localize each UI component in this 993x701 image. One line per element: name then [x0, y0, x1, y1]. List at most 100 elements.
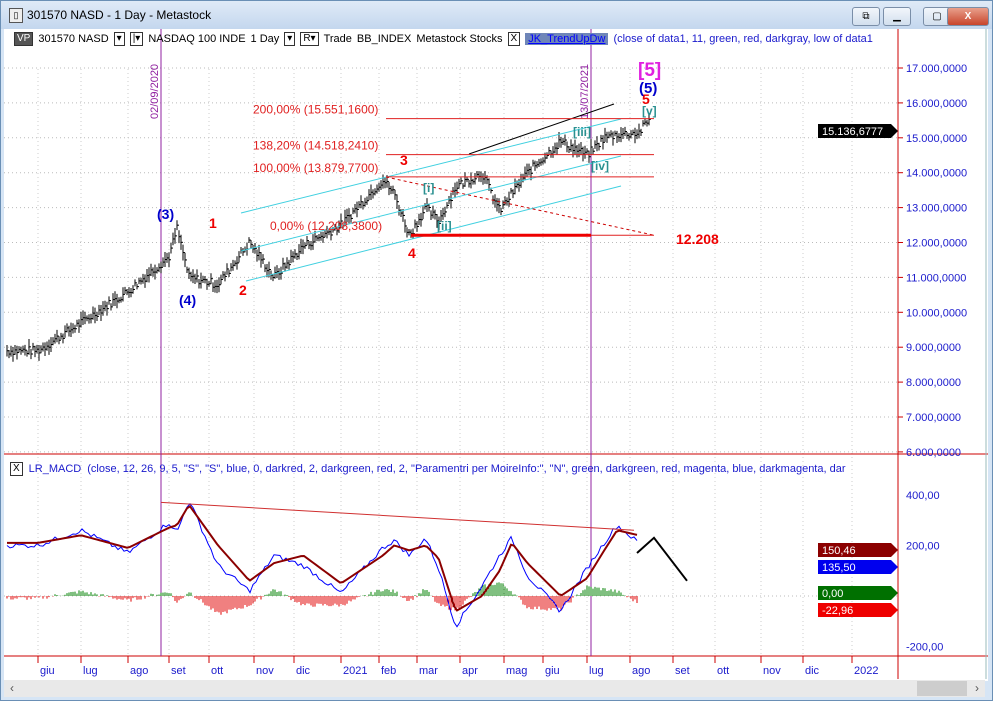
y-tick-label: 17.000,0000	[906, 63, 967, 75]
horizontal-scrollbar[interactable]: ‹ ›	[4, 680, 985, 697]
macd-line	[6, 502, 638, 628]
wave-label: [iv]	[591, 159, 609, 173]
x-tick-label: ott	[717, 665, 729, 677]
macd-signal-tag-bg	[818, 543, 898, 557]
chart-area[interactable]: 17.000,0000 1 6.000,0000 15.000,0000 14.000,…	[4, 29, 988, 681]
hist-zero-tag-bg	[818, 586, 898, 600]
scroll-thumb[interactable]	[917, 681, 967, 696]
support-value: 12.208	[676, 231, 719, 247]
remove-macd-button[interactable]: X	[10, 462, 23, 476]
r-label: R	[303, 33, 311, 44]
vp-button[interactable]: VP	[14, 32, 34, 46]
chart-toolbar: VP 301570 NASD ▾ |▾ NASDAQ 100 INDE 1 Da…	[14, 31, 873, 47]
date-vline-label: 13/07/2021	[579, 64, 591, 119]
macd-trendline	[160, 501, 635, 531]
x-tick-label: feb	[381, 665, 396, 677]
title-bar: ▯ 301570 NASD - 1 Day - Metastock ⧉ ▁ ▢ …	[1, 1, 992, 29]
minimize-button[interactable]: ▁	[883, 7, 911, 26]
restore-window-button[interactable]: ⧉	[852, 7, 880, 26]
x-tick-label: giu	[40, 665, 55, 677]
wave-label: [5]	[638, 60, 661, 81]
trend-line	[468, 103, 615, 155]
close-button[interactable]: X	[947, 7, 989, 26]
macd-y-tick-label: -200,00	[906, 642, 943, 654]
window-title: 301570 NASD - 1 Day - Metastock	[27, 8, 212, 22]
y-tick-label: 10.000,0000	[906, 307, 967, 319]
x-tick-label: lug	[83, 665, 98, 677]
wave-label: [ii]	[437, 219, 452, 233]
x-tick-label: set	[171, 665, 186, 677]
fib-level-label: 100,00% (13.879,7700)	[253, 161, 378, 175]
macd-value-tag-bg	[818, 560, 898, 574]
wave-label: (4)	[179, 292, 196, 308]
wave-label: 4	[408, 245, 416, 261]
period-dropdown[interactable]: ▾	[284, 32, 296, 46]
last-price-tag-bg	[818, 124, 898, 138]
period-label: 1 Day	[250, 33, 280, 45]
y-tick-label: 11.000,0000	[906, 272, 966, 284]
r-dropdown[interactable]: R▾	[300, 32, 319, 46]
x-tick-label: apr	[462, 665, 478, 677]
remove-indicator-button[interactable]: X	[507, 32, 521, 46]
wave-label: [v]	[642, 104, 657, 118]
hist-value-tag-bg	[818, 603, 898, 617]
fib-level-label: 138,20% (14.518,2410)	[253, 139, 378, 153]
wave-label: 3	[400, 152, 408, 168]
x-tick-label: nov	[256, 665, 274, 677]
chart-canvas[interactable]: 17.000,0000 1 6.000,0000 15.000,0000 14.000,…	[4, 29, 988, 681]
fib-level-label: 200,00% (15.551,1600)	[253, 103, 378, 117]
macd-header: X LR_MACD (close, 12, 26, 9, 5, "S", "S"…	[10, 462, 846, 476]
trade-label: Trade	[323, 33, 352, 45]
wave-label: 5	[642, 91, 650, 107]
index-name: NASDAQ 100 INDE	[148, 33, 246, 45]
y-tick-label: 7.000,0000	[906, 412, 961, 424]
x-tick-label: nov	[763, 665, 781, 677]
fib-level-label: 0,00% (12.208,3800)	[270, 219, 382, 233]
wave-label: (3)	[157, 206, 174, 222]
x-tick-label: ago	[632, 665, 650, 677]
wave-label: [iii]	[573, 125, 591, 139]
macd-y-tick-label: 200,00	[906, 540, 940, 552]
x-tick-label: 2022	[854, 665, 878, 677]
macd-signal-line	[7, 504, 638, 612]
x-tick-label: ago	[130, 665, 148, 677]
indicator-params: (close of data1, 11, green, red, darkgra…	[613, 33, 873, 45]
x-tick-label: lug	[589, 665, 604, 677]
wave-label: [i]	[423, 181, 434, 195]
wave-label: 1	[209, 215, 217, 231]
scroll-right-icon[interactable]: ›	[975, 681, 979, 695]
symbol-label: 301570 NASD	[38, 33, 109, 45]
symbol-dropdown[interactable]: ▾	[113, 32, 125, 46]
source-label: Metastock Stocks	[416, 33, 503, 45]
wave-label: (5)	[639, 80, 657, 97]
exchange-label: BB_INDEX	[356, 33, 412, 45]
indicator-link[interactable]: JK_TrendUpDw	[525, 33, 609, 45]
y-tick-label: 6.000,0000	[906, 447, 961, 459]
y-tick-label: 13.000,0000	[906, 203, 967, 215]
x-tick-label: dic	[805, 665, 820, 677]
hist-value-tag: -22,96	[822, 605, 853, 617]
x-tick-label: mag	[506, 665, 527, 677]
x-tick-label: mar	[419, 665, 438, 677]
macd-value-tag: 135,50	[822, 562, 856, 574]
y-tick-label: 8.000,0000	[906, 377, 961, 389]
x-tick-label: dic	[296, 665, 311, 677]
x-tick-label: 2021	[343, 665, 367, 677]
wave-label: 2	[239, 282, 247, 298]
channel-line	[240, 118, 622, 214]
x-tick-label: ott	[211, 665, 223, 677]
scroll-left-icon[interactable]: ‹	[10, 681, 14, 695]
index-dropdown[interactable]: |▾	[129, 32, 144, 46]
y-tick-label: 14.000,0000	[906, 168, 967, 180]
macd-params: (close, 12, 26, 9, 5, "S", "S", blue, 0,…	[87, 463, 846, 475]
date-vline-label: 02/09/2020	[149, 64, 161, 119]
app-icon: ▯	[9, 8, 23, 23]
macd-signal-tag: 150,46	[822, 545, 856, 557]
macd-y-tick-label: 400,00	[906, 490, 940, 502]
y-tick-label: 15.000,0000	[906, 133, 967, 145]
macd-name: LR_MACD	[28, 463, 82, 475]
y-tick-label: 12.000,0000	[906, 238, 967, 250]
macd-projection	[636, 536, 688, 582]
channel-line	[245, 185, 622, 282]
